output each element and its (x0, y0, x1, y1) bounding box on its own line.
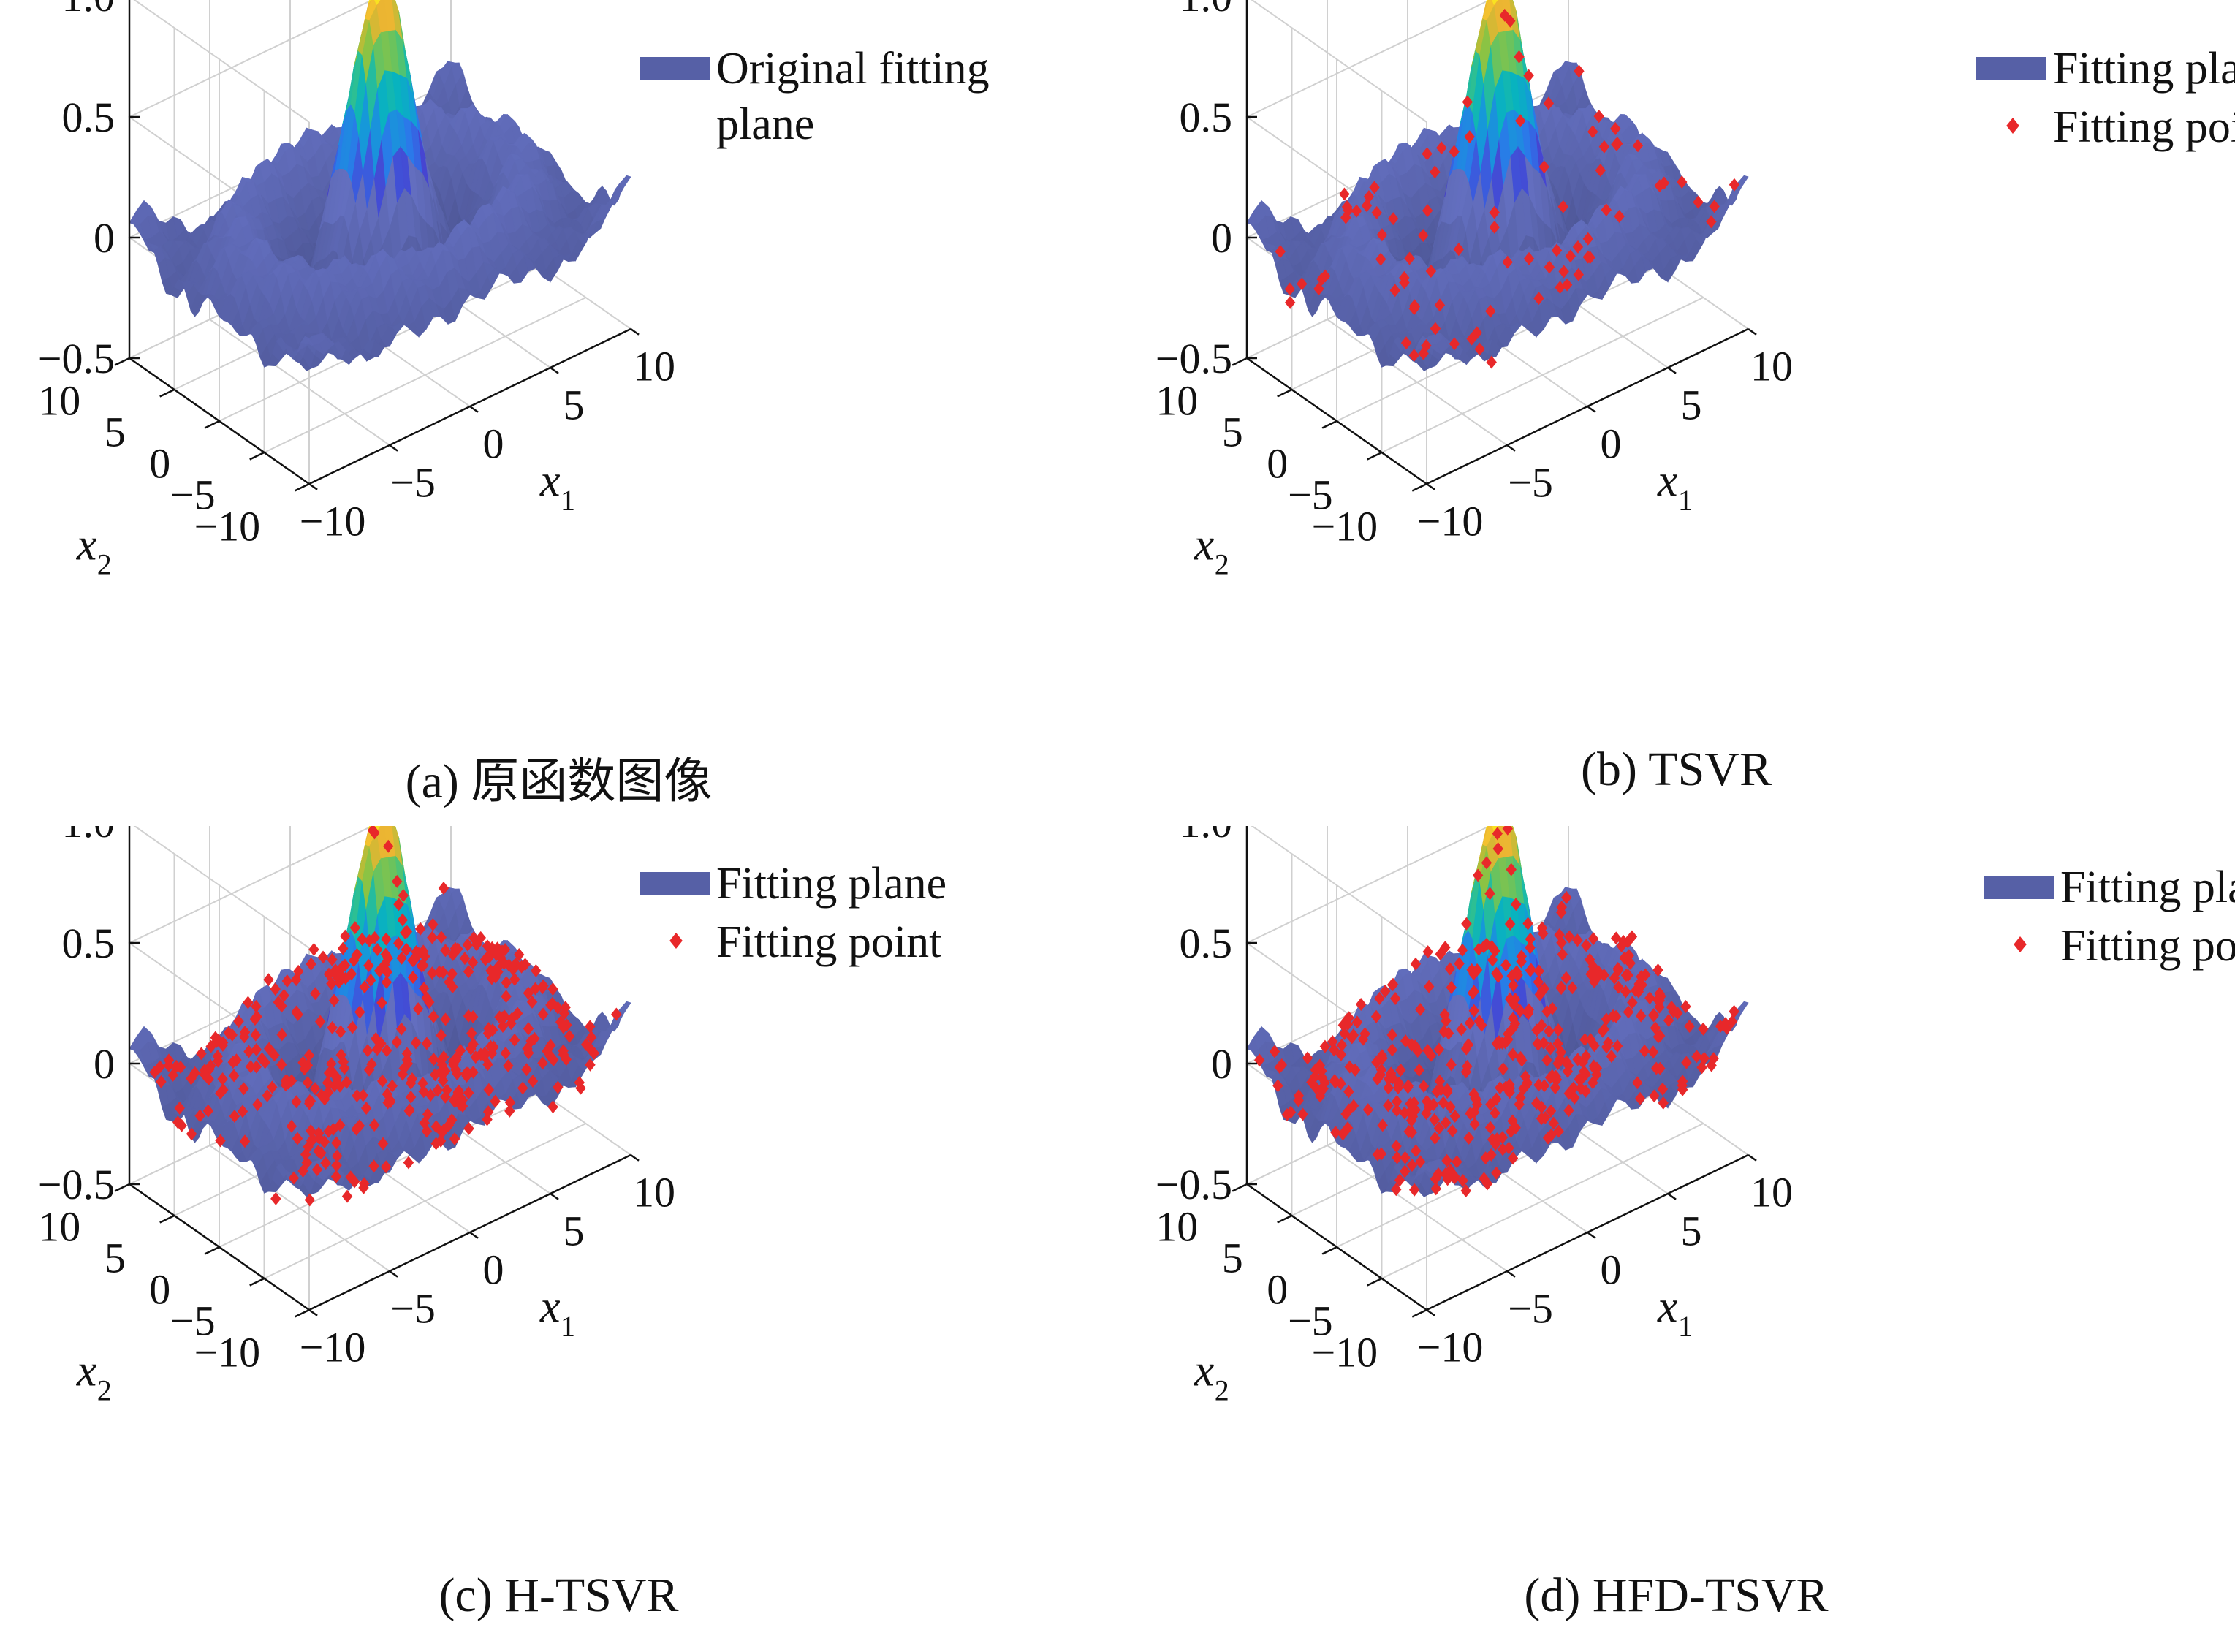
fitting-point-marker (1285, 296, 1295, 309)
legend-plane-swatch (640, 57, 710, 80)
x2-tick-label: −10 (194, 502, 260, 550)
x1-tick (1587, 406, 1595, 412)
caption-b: (b) TSVR (1118, 742, 2235, 797)
x2-tick (1322, 421, 1337, 428)
z-tick-label: 1.0 (62, 0, 115, 20)
legend-label: Fitting point (2053, 102, 2235, 152)
x1-tick-label: −10 (1417, 497, 1484, 545)
x1-tick-label: 0 (1600, 420, 1621, 467)
x2-tick-label: 5 (1222, 408, 1243, 455)
x2-axis-label: x (1194, 520, 1215, 570)
x1-tick-label: 10 (633, 342, 675, 390)
panel-b: −0.500.51.0−10−505101050−5−10yx1x2Fittin… (1118, 0, 2235, 826)
x1-tick (470, 406, 478, 412)
x1-tick-label: 5 (563, 381, 584, 428)
x2-tick-label: 10 (1156, 376, 1198, 424)
x2-tick (250, 452, 265, 460)
x2-tick (115, 358, 129, 365)
surface-plot-c: −0.500.51.0−10−505101050−5−10yx1x2Fittin… (0, 826, 1118, 1564)
x1-tick-label: 10 (1750, 342, 1793, 390)
x2-tick (160, 390, 175, 397)
x2-tick (1232, 358, 1247, 365)
fitting-plane-surface (1247, 0, 1748, 371)
x1-tick-label: −5 (390, 458, 436, 506)
legend-label: Fitting plane (2053, 44, 2235, 94)
x1-axis-label-subscript: 1 (561, 484, 575, 517)
x1-tick (550, 368, 558, 374)
legend-label: Original fitting (716, 44, 990, 94)
x2-axis-label: x (76, 520, 97, 570)
x2-axis-label-subscript: 2 (1215, 548, 1229, 581)
x2-tick (1367, 452, 1382, 460)
z-tick-label: −0.5 (1156, 335, 1232, 382)
x2-tick-label: −10 (1311, 502, 1378, 550)
x1-tick-label: −10 (300, 497, 366, 545)
z-tick-label: 0.5 (62, 94, 115, 141)
x2-tick-label: 10 (38, 376, 80, 424)
x1-axis-label-subscript: 1 (1678, 484, 1693, 517)
z-tick-label: 1.0 (1180, 0, 1233, 20)
z-tick-label: 0.5 (1180, 94, 1233, 141)
x2-tick (1278, 390, 1292, 397)
caption-a: (a) 原函数图像 (0, 742, 1118, 812)
x1-axis-label: x (1657, 456, 1678, 506)
panel-c: −0.500.51.0−10−505101050−5−10yx1x2Fittin… (0, 826, 1118, 1652)
x2-tick (295, 484, 309, 491)
z-tick-label: 0 (1211, 214, 1232, 262)
x1-tick-label: 0 (482, 420, 504, 467)
surface-plot-b: −0.500.51.0−10−505101050−5−10yx1x2Fittin… (1118, 0, 2235, 738)
x1-tick (1507, 445, 1515, 451)
x2-tick-label: 0 (149, 439, 170, 487)
panel-a: −0.500.51.0−10−505101050−5−10yx1x2Origin… (0, 0, 1118, 826)
x1-tick (309, 484, 317, 490)
x2-tick (205, 421, 219, 428)
z-tick-label: −0.5 (38, 335, 115, 382)
x2-tick (1412, 484, 1427, 491)
fitting-plane-surface (129, 0, 631, 371)
legend-label: plane (716, 99, 814, 149)
x1-tick (390, 445, 398, 451)
x2-axis-label-subscript: 2 (97, 548, 112, 581)
x2-tick-label: 5 (105, 408, 126, 455)
surface-plot-a: −0.500.51.0−10−505101050−5−10yx1x2Origin… (0, 0, 1118, 738)
x1-tick (1427, 484, 1435, 490)
x1-tick (1748, 329, 1756, 335)
legend-point-marker (2006, 118, 2019, 134)
x1-tick-label: 5 (1680, 381, 1701, 428)
x2-tick-label: 0 (1267, 439, 1288, 487)
x1-axis-label: x (539, 456, 561, 506)
legend-plane-swatch (1976, 57, 2046, 80)
x1-tick-label: −5 (1508, 458, 1553, 506)
x1-tick (631, 329, 639, 335)
x1-tick (1668, 368, 1676, 374)
legend: Fitting plane Fitting point (1976, 44, 2235, 152)
z-tick-label: 0 (94, 214, 115, 262)
